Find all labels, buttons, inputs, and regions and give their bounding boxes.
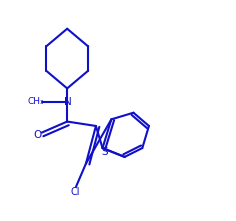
Text: Cl: Cl	[70, 187, 80, 197]
Text: CH₃: CH₃	[28, 97, 45, 106]
Text: N: N	[64, 97, 72, 107]
Text: S: S	[101, 147, 108, 157]
Text: O: O	[33, 130, 42, 140]
